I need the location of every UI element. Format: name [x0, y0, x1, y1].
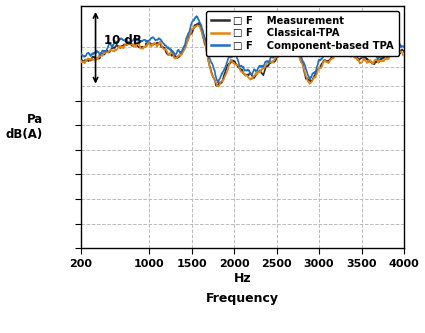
X-axis label: Hz: Hz	[234, 271, 251, 284]
Y-axis label: Pa
dB(A): Pa dB(A)	[6, 113, 43, 141]
Text: Frequency: Frequency	[206, 292, 279, 305]
Legend: □ F    Measurement, □ F    Classical-TPA, □ F    Component-based TPA: □ F Measurement, □ F Classical-TPA, □ F …	[206, 11, 399, 56]
Text: 10 dB: 10 dB	[104, 34, 142, 47]
